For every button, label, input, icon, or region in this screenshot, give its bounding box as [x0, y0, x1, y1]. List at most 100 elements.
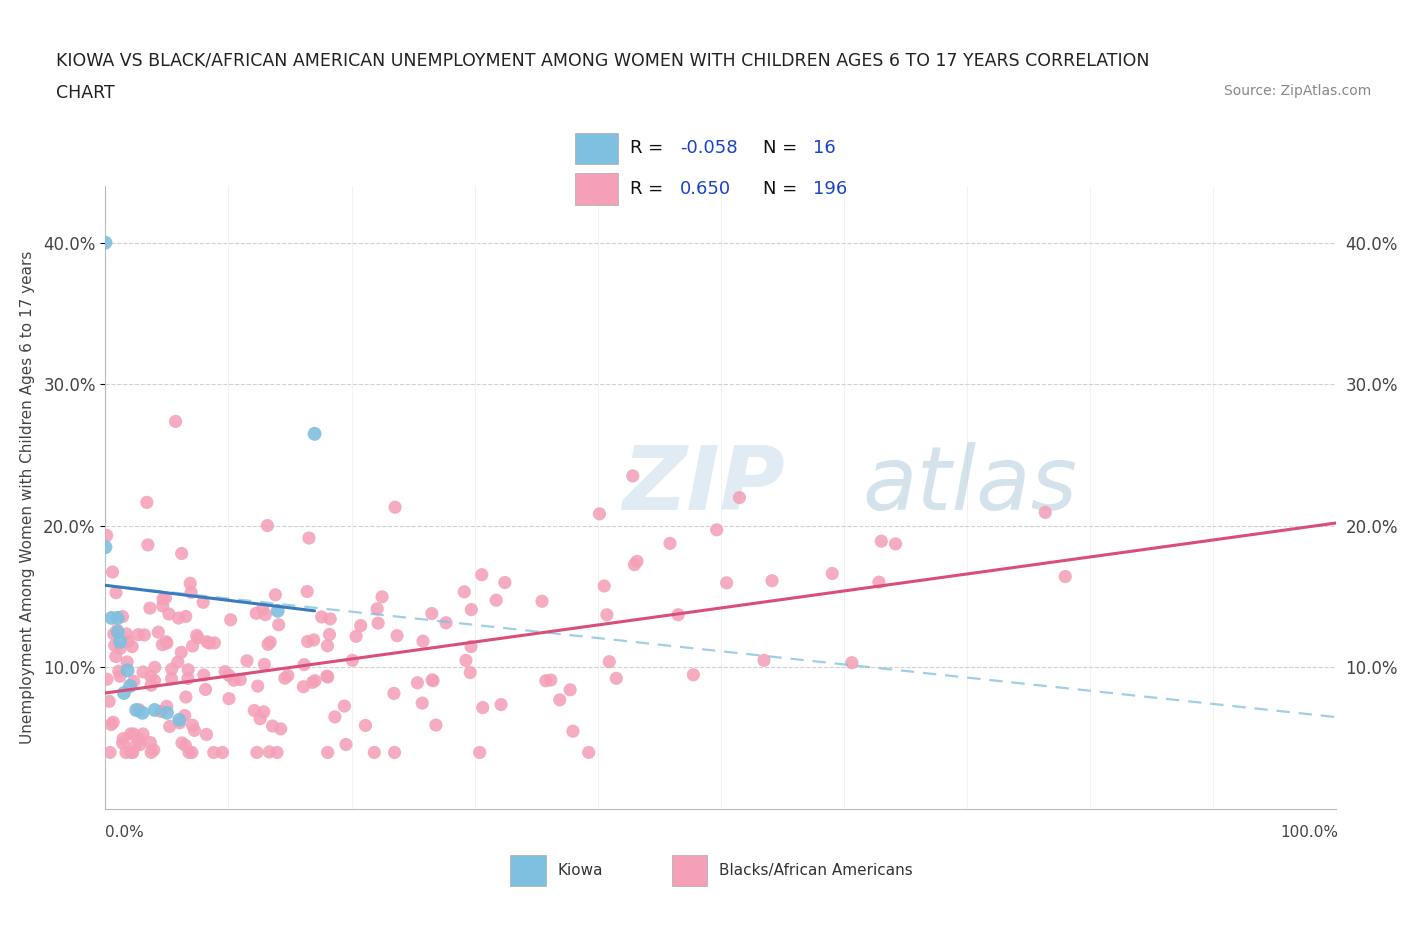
Point [204, 635, 226, 650]
Point [214, 664, 236, 679]
Point [292, 679, 315, 694]
Point [229, 672, 252, 687]
Point [728, 490, 751, 505]
Point [267, 618, 290, 632]
Point [115, 655, 138, 670]
Point [174, 690, 197, 705]
Point [148, 625, 170, 640]
Point [104, 649, 127, 664]
Point [304, 673, 326, 688]
Point [136, 538, 159, 552]
Text: N =: N = [763, 140, 803, 157]
Point [335, 737, 357, 751]
Point [132, 726, 155, 741]
Point [150, 637, 173, 652]
Point [262, 719, 284, 734]
Point [236, 653, 259, 668]
Point [152, 591, 174, 606]
Point [257, 637, 280, 652]
Point [177, 671, 200, 686]
Text: 0.650: 0.650 [681, 179, 731, 198]
Point [277, 668, 299, 683]
Point [121, 639, 143, 654]
Point [100, 717, 122, 732]
Point [107, 664, 129, 679]
Point [128, 732, 150, 747]
Point [468, 745, 491, 760]
Point [295, 584, 318, 599]
Point [316, 669, 339, 684]
Point [195, 634, 218, 649]
Point [177, 662, 200, 677]
Point [112, 685, 135, 700]
Point [821, 566, 844, 581]
Point [170, 546, 193, 561]
Point [159, 719, 181, 734]
Point [249, 711, 271, 726]
Point [170, 736, 193, 751]
Point [246, 745, 269, 760]
Point [596, 607, 619, 622]
Point [169, 715, 191, 730]
Point [245, 605, 267, 620]
Point [593, 578, 616, 593]
Point [425, 718, 447, 733]
Point [530, 594, 553, 609]
Point [160, 662, 183, 677]
Point [186, 628, 208, 643]
Point [111, 736, 134, 751]
Point [174, 609, 197, 624]
Point [103, 627, 125, 642]
Text: CHART: CHART [56, 84, 115, 101]
Point [267, 604, 290, 618]
Point [110, 641, 132, 656]
Point [354, 718, 377, 733]
Point [96, 528, 118, 543]
Point [94, 235, 117, 250]
Point [139, 669, 162, 684]
Point [254, 607, 277, 622]
Point [150, 704, 173, 719]
Point [384, 745, 406, 760]
Point [489, 698, 512, 712]
Point [183, 723, 205, 737]
Point [120, 745, 142, 760]
Point [98, 694, 121, 709]
Point [120, 679, 141, 694]
Point [588, 506, 610, 521]
Point [103, 715, 125, 730]
FancyBboxPatch shape [510, 855, 546, 886]
FancyBboxPatch shape [575, 133, 619, 165]
Point [115, 745, 138, 760]
Point [122, 674, 145, 689]
Point [534, 673, 557, 688]
Point [139, 601, 162, 616]
Point [366, 602, 388, 617]
Point [181, 639, 204, 654]
Point [198, 636, 221, 651]
Point [274, 671, 297, 685]
Point [143, 660, 166, 675]
Text: KIOWA VS BLACK/AFRICAN AMERICAN UNEMPLOYMENT AMONG WOMEN WITH CHILDREN AGES 6 TO: KIOWA VS BLACK/AFRICAN AMERICAN UNEMPLOY… [56, 51, 1150, 69]
Point [166, 655, 188, 670]
Point [253, 657, 276, 671]
Point [143, 673, 166, 688]
Point [98, 745, 121, 760]
Point [323, 710, 346, 724]
Point [141, 745, 163, 760]
Point [94, 539, 117, 554]
Text: ZIP: ZIP [621, 442, 785, 528]
Point [316, 670, 339, 684]
Point [458, 665, 481, 680]
Point [666, 607, 689, 622]
Point [174, 737, 197, 752]
Point [420, 606, 443, 621]
Point [167, 611, 190, 626]
Point [623, 557, 645, 572]
Point [752, 653, 775, 668]
Text: R =: R = [630, 179, 669, 198]
Point [104, 638, 127, 653]
Point [193, 668, 215, 683]
Point [142, 743, 165, 758]
Point [253, 704, 276, 719]
